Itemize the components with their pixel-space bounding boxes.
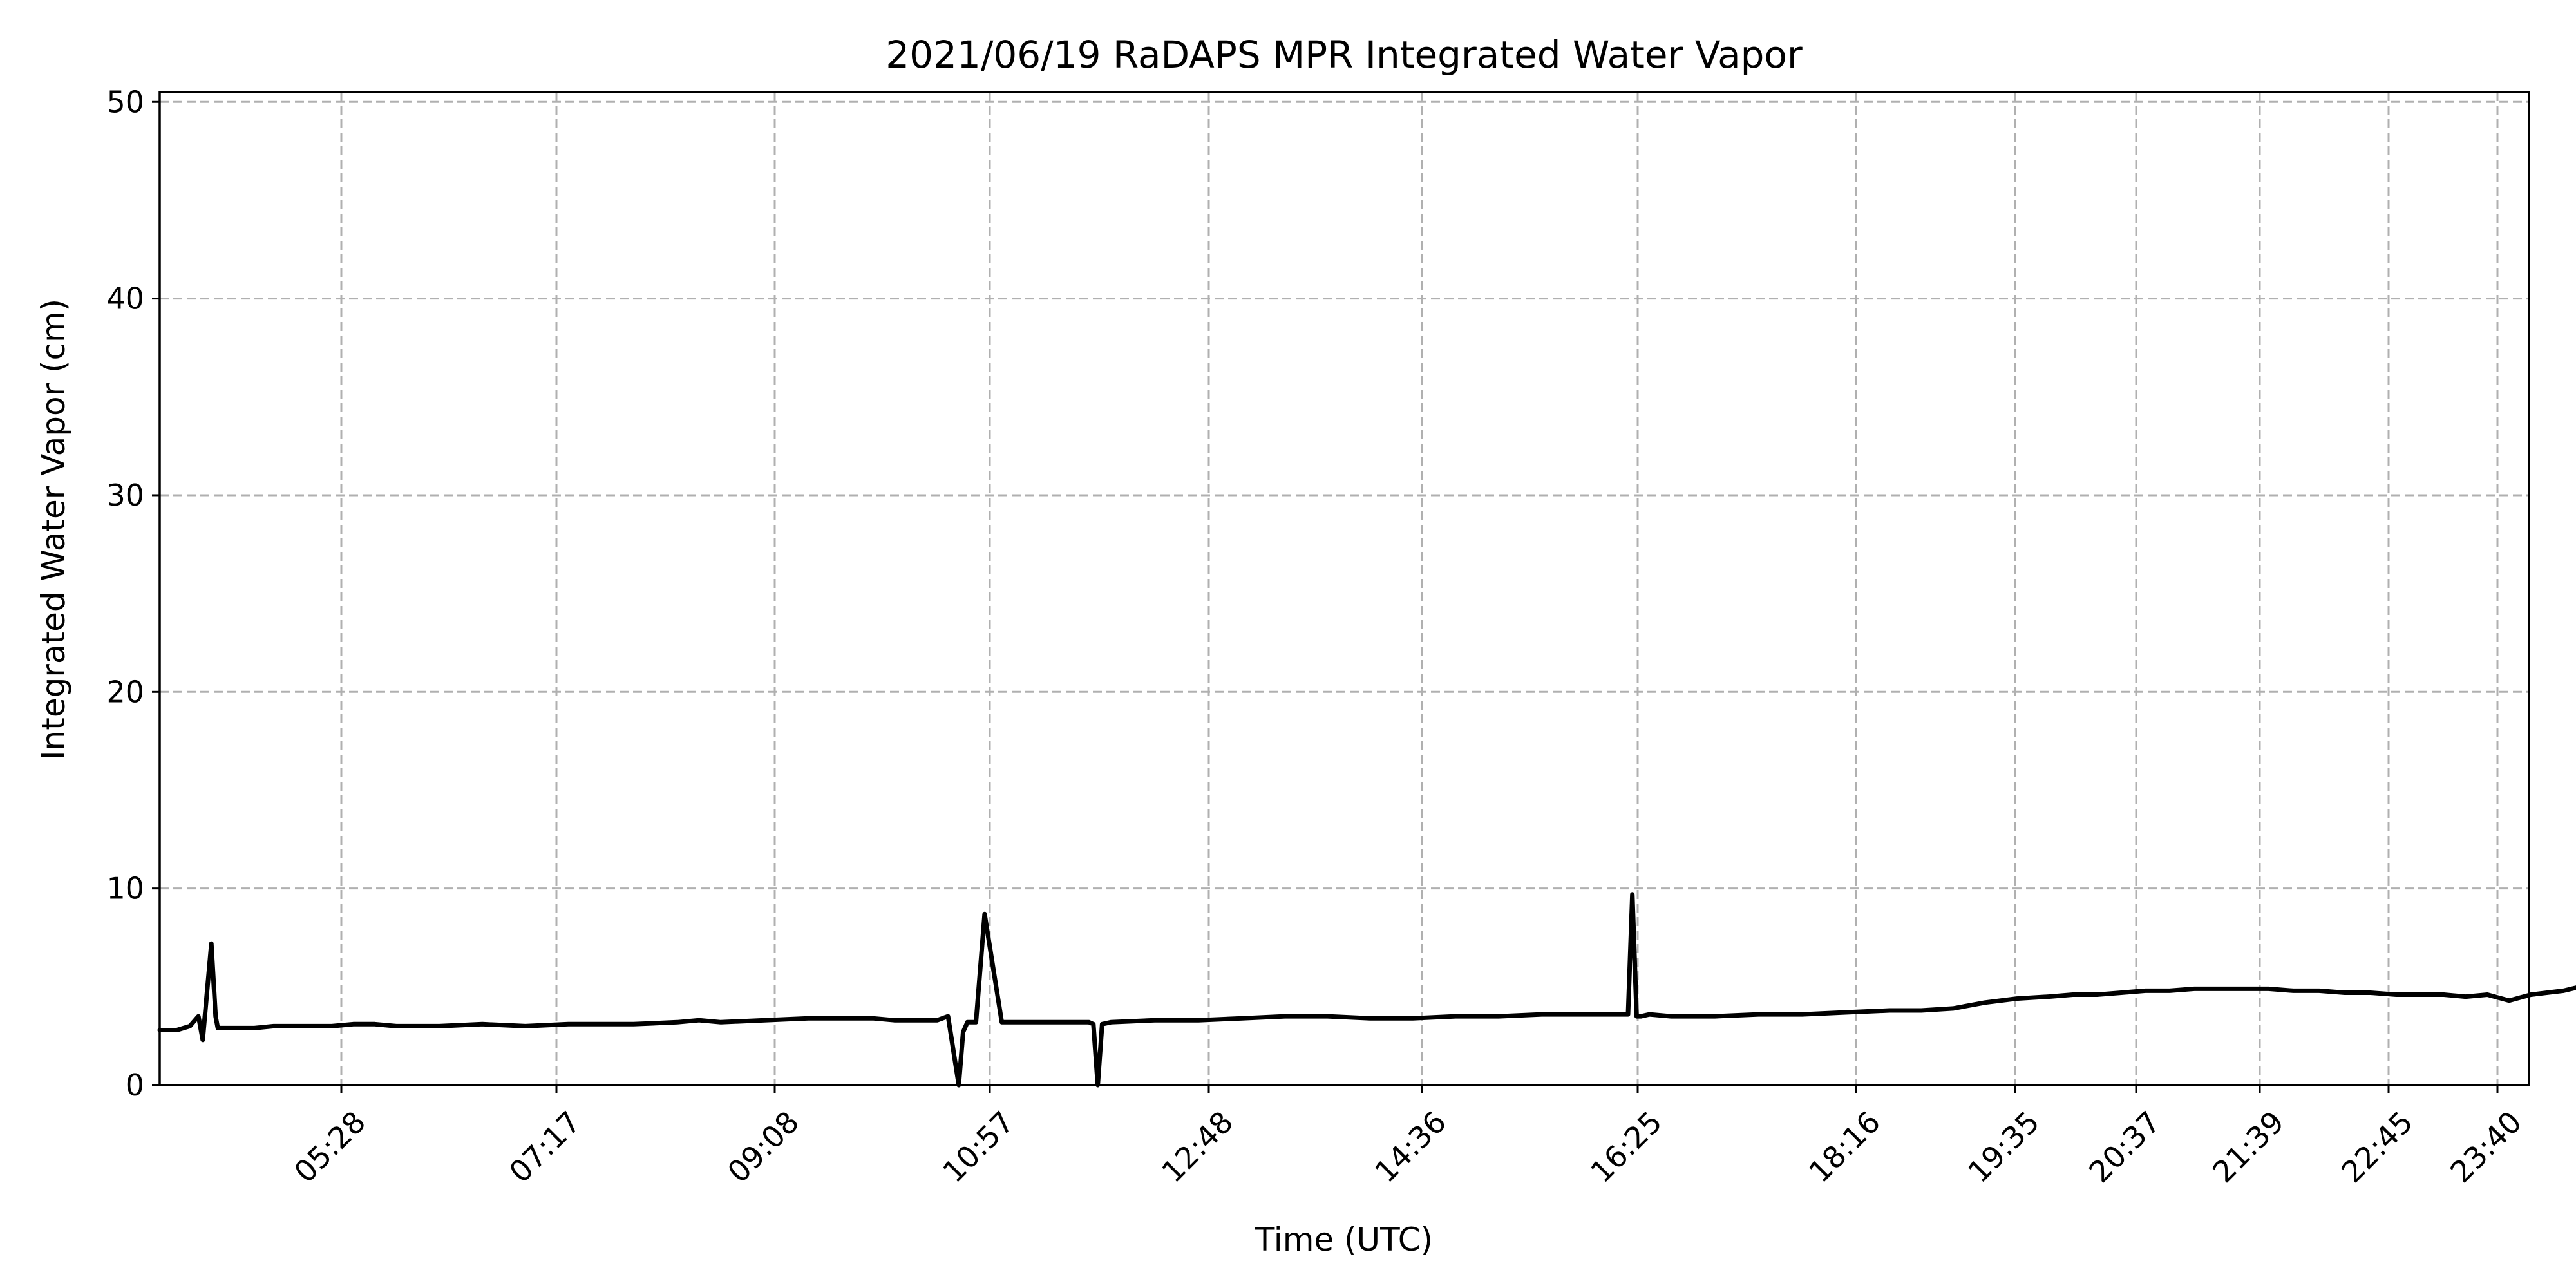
y-tick-label-2: 20 [106, 674, 144, 709]
grid-lines [160, 92, 2529, 1086]
y-tick-label-4: 40 [106, 281, 144, 316]
y-tick-label-0: 0 [126, 1068, 144, 1103]
y-tick-label-1: 10 [106, 871, 144, 906]
chart-title: 2021/06/19 RaDAPS MPR Integrated Water V… [886, 33, 1803, 77]
y-axis-label: Integrated Water Vapor (cm) [35, 299, 72, 760]
x-axis-label: Time (UTC) [1255, 1221, 1433, 1258]
series-line-0 [157, 892, 2576, 1088]
plot-area [158, 91, 2530, 1086]
series-layer [157, 892, 2576, 1088]
y-tick-label-3: 30 [106, 478, 144, 513]
y-tick-label-5: 50 [106, 84, 144, 119]
